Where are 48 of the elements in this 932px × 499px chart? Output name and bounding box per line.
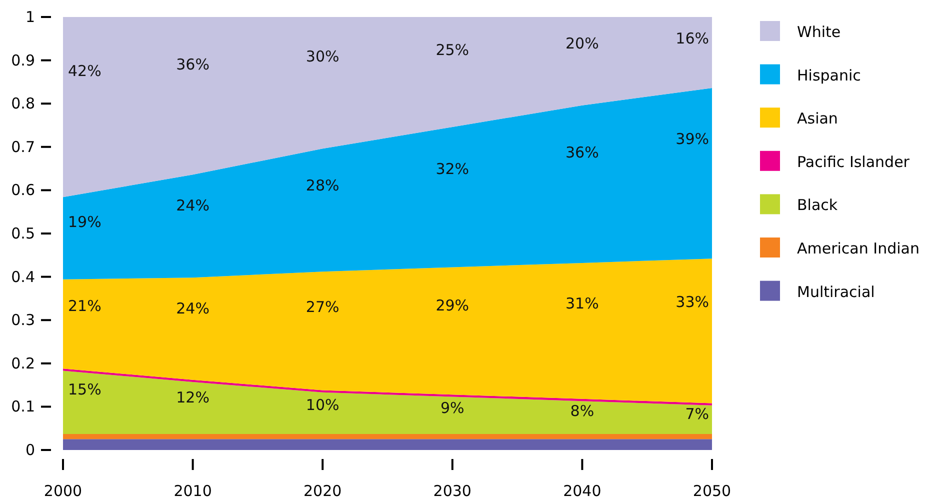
legend-label: White — [797, 23, 841, 41]
y-tick-label: 0.5 — [11, 224, 35, 242]
legend-label: Pacific Islander — [797, 152, 910, 171]
data-label: 32% — [436, 160, 470, 178]
y-tick-label: 0.9 — [11, 51, 35, 70]
y-tick-label: 0.2 — [11, 354, 35, 372]
data-label: 12% — [176, 388, 210, 407]
data-label: 25% — [436, 40, 470, 59]
data-label: 39% — [676, 130, 709, 148]
y-tick-label: 0.8 — [11, 94, 35, 113]
y-tick-label: 0.6 — [11, 181, 35, 200]
data-label: 33% — [676, 293, 709, 311]
x-tick-label: 2040 — [563, 482, 602, 499]
y-tick-label: 0.7 — [11, 138, 35, 156]
data-label: 19% — [68, 212, 102, 231]
data-label: 10% — [306, 396, 340, 414]
data-label: 42% — [68, 62, 102, 80]
x-tick-label: 2030 — [433, 482, 472, 499]
data-label: 29% — [436, 296, 470, 314]
legend-label: Asian — [797, 110, 838, 128]
y-tick-label: 0 — [25, 441, 35, 459]
legend-label: Black — [797, 196, 838, 214]
y-tick-label: 0.1 — [11, 398, 35, 416]
data-label: 24% — [176, 299, 210, 318]
x-tick-label: 2010 — [174, 482, 212, 499]
data-label: 8% — [570, 402, 594, 420]
data-label: 7% — [685, 404, 709, 423]
data-label: 36% — [566, 144, 599, 162]
data-label: 36% — [176, 55, 210, 74]
data-label: 28% — [306, 176, 340, 195]
y-tick-label: 0.4 — [11, 268, 35, 286]
legend-label: Hispanic — [797, 66, 861, 84]
data-label: 21% — [68, 297, 102, 316]
data-label: 15% — [68, 380, 102, 399]
x-tick-label: 2000 — [44, 482, 82, 499]
y-tick-label: 0.3 — [11, 311, 35, 330]
data-label: 31% — [566, 294, 599, 313]
legend-label: Multiracial — [797, 282, 875, 301]
data-label: 24% — [176, 196, 210, 215]
legend-label: American Indian — [797, 240, 920, 258]
data-label: 20% — [566, 34, 599, 52]
y-tick-label: 1 — [25, 8, 35, 26]
data-label: 27% — [306, 298, 340, 316]
data-label: 9% — [440, 398, 464, 417]
x-tick-label: 2020 — [304, 482, 342, 499]
x-tick-label: 2050 — [692, 482, 732, 499]
data-label: 30% — [306, 47, 340, 66]
data-label: 16% — [676, 29, 709, 48]
